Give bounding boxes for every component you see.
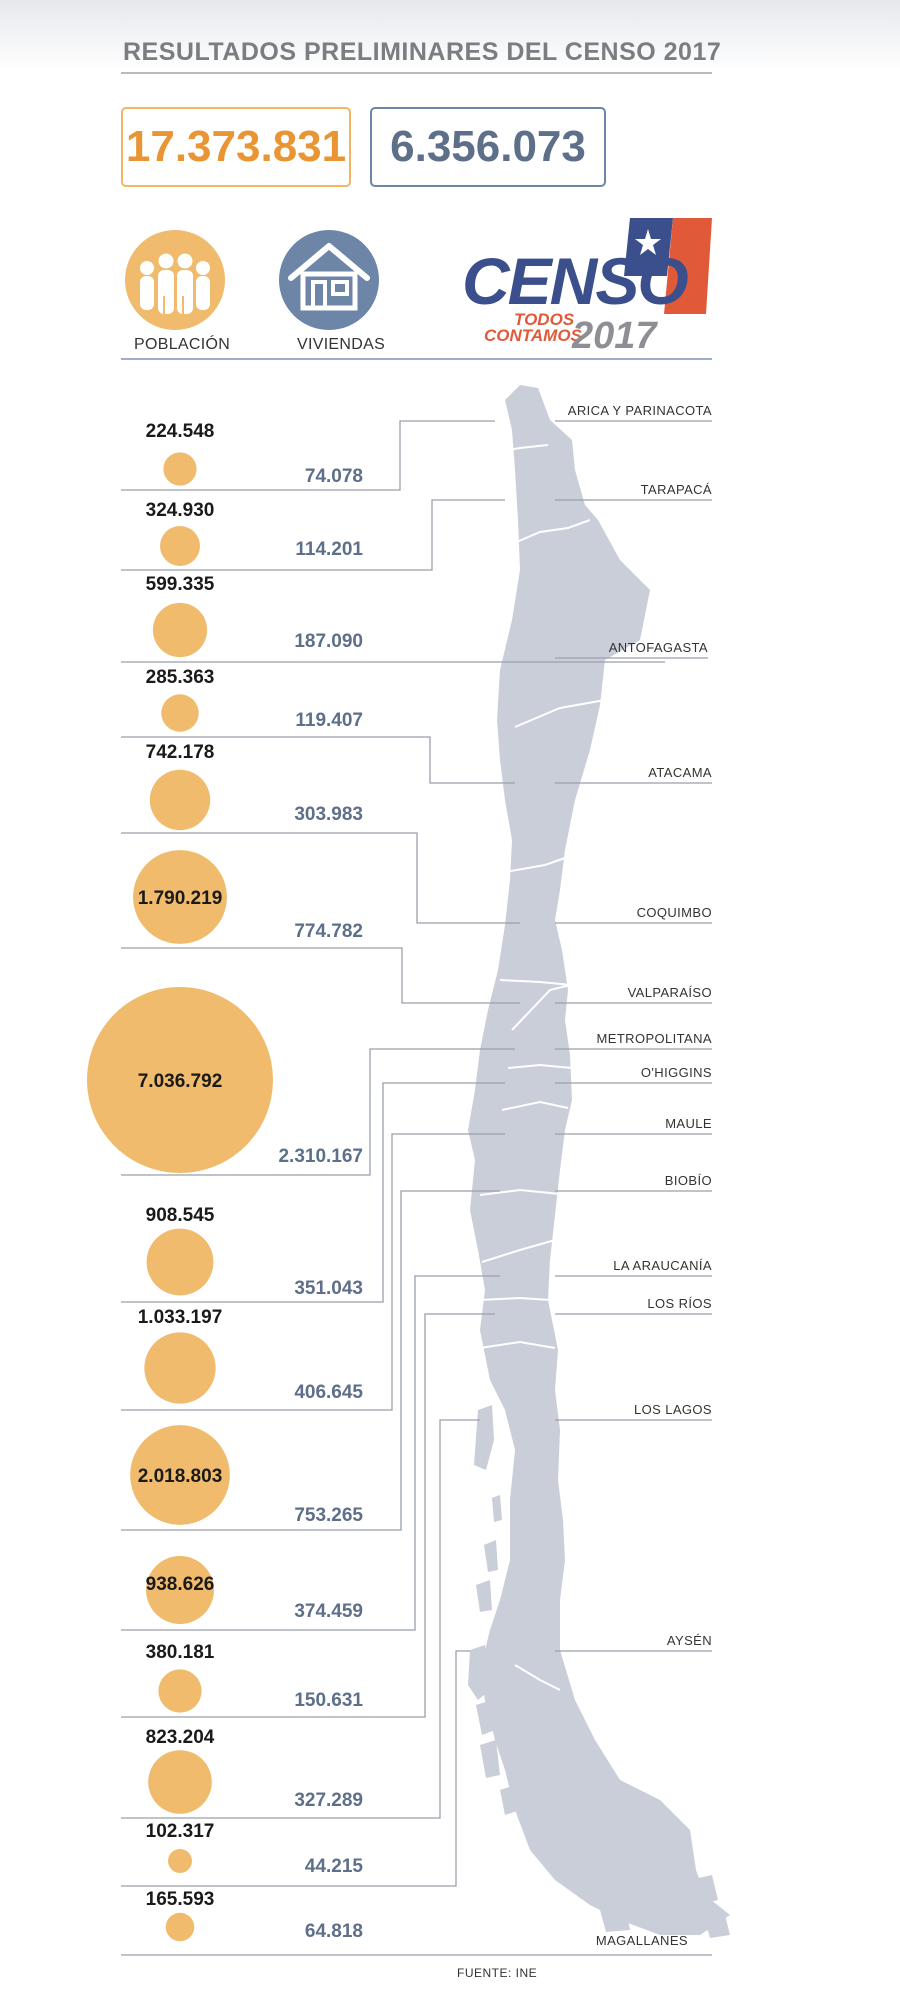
- viviendas-value: 374.459: [294, 1601, 363, 1622]
- population-bubble: [165, 1912, 195, 1942]
- censo-2017-logo: CENSO TODOS CONTAMOS 2017: [462, 214, 714, 357]
- region-name: METROPOLITANA: [597, 1031, 712, 1046]
- page-title: RESULTADOS PRELIMINARES DEL CENSO 2017: [123, 38, 722, 66]
- population-bubble: [144, 1332, 216, 1404]
- region-name: TARAPACÁ: [641, 482, 712, 497]
- leader-line: [121, 499, 505, 571]
- viviendas-value: 2.310.167: [278, 1146, 363, 1167]
- region-name: ATACAMA: [648, 765, 712, 780]
- region-name: AYSÉN: [667, 1633, 712, 1648]
- region-name: VALPARAÍSO: [628, 985, 712, 1000]
- population-bubble: [87, 987, 273, 1173]
- population-bubble: [161, 694, 199, 732]
- viviendas-value: 64.818: [305, 1921, 363, 1942]
- region-name: BIOBÍO: [665, 1173, 712, 1188]
- chile-flag-icon: [624, 218, 712, 314]
- leader-line: [121, 736, 515, 784]
- region-labels: ARICA Y PARINACOTA TARAPACÁ ANTOFAGASTA ATA…: [568, 403, 712, 1948]
- leader-line: [121, 1190, 500, 1531]
- population-value: 224.548: [146, 421, 215, 442]
- svg-text:2017: 2017: [571, 315, 658, 354]
- total-viviendas-box: 6.356.073: [370, 107, 606, 187]
- viviendas-value: 327.289: [294, 1790, 363, 1811]
- leader-line: [121, 832, 520, 924]
- leader-line: [121, 1133, 505, 1411]
- population-bubble: [168, 1849, 192, 1873]
- population-value: 102.317: [146, 1821, 215, 1842]
- total-poblacion-box: 17.373.831: [121, 107, 351, 187]
- population-value: 908.545: [146, 1205, 215, 1226]
- population-bubble: [146, 1228, 214, 1296]
- region-name: LA ARAUCANÍA: [613, 1258, 712, 1273]
- population-value: 380.181: [146, 1642, 215, 1663]
- viviendas-label: VIVIENDAS: [297, 336, 386, 353]
- viviendas-value: 351.043: [294, 1278, 363, 1299]
- header-background: [0, 0, 900, 72]
- header-divider: [121, 358, 712, 360]
- population-bubble: [163, 452, 197, 486]
- population-value: 742.178: [146, 742, 215, 763]
- svg-text:TODOS: TODOS: [514, 310, 575, 329]
- svg-text:CENSO: CENSO: [462, 244, 688, 318]
- poblacion-label: POBLACIÓN: [134, 336, 231, 353]
- value-labels: 224.548 74.078 324.930 114.201 599.335 187.09…: [138, 421, 364, 1942]
- population-bubbles: [87, 452, 273, 1942]
- population-value: 2.018.803: [138, 1466, 223, 1487]
- population-value: 1.790.219: [138, 888, 223, 909]
- population-bubble: [160, 526, 200, 566]
- population-value: 938.626: [146, 1574, 215, 1595]
- svg-text:CONTAMOS: CONTAMOS: [484, 326, 583, 345]
- leader-line: [121, 420, 495, 491]
- population-bubble: [158, 1669, 202, 1713]
- population-bubble: [133, 850, 227, 944]
- leader-line: [121, 1419, 480, 1819]
- population-value: 599.335: [146, 574, 215, 595]
- region-name: O'HIGGINS: [641, 1065, 712, 1080]
- population-bubble: [149, 769, 211, 831]
- census-chart: 224.548 74.078 324.930 114.201 599.335 187.09…: [87, 385, 730, 1956]
- viviendas-value: 406.645: [294, 1382, 363, 1403]
- region-name: COQUIMBO: [637, 905, 712, 920]
- region-name: MAULE: [665, 1116, 712, 1131]
- viviendas-value: 150.631: [294, 1690, 363, 1711]
- viviendas-value: 753.265: [294, 1505, 363, 1526]
- population-value: 1.033.197: [138, 1307, 223, 1328]
- leader-line: [121, 1313, 495, 1718]
- viviendas-value: 187.090: [294, 631, 363, 652]
- leader-line: [121, 1650, 470, 1887]
- region-name: ANTOFAGASTA: [609, 640, 708, 655]
- region-name: LOS LAGOS: [634, 1402, 712, 1417]
- population-value: 7.036.792: [138, 1071, 223, 1092]
- people-group-icon: [125, 230, 225, 330]
- house-icon: [279, 230, 379, 330]
- leader-line: [121, 1048, 515, 1176]
- region-name: LOS RÍOS: [647, 1296, 712, 1311]
- viviendas-value: 114.201: [295, 539, 363, 560]
- viviendas-value: 774.782: [294, 921, 363, 942]
- title-underline: [121, 72, 712, 74]
- leader-line: [121, 1275, 500, 1631]
- population-bubble: [146, 1556, 214, 1624]
- chile-map: [468, 385, 730, 1938]
- population-bubble: [152, 602, 208, 658]
- viviendas-value: 44.215: [305, 1856, 364, 1877]
- leader-line: [121, 947, 520, 1004]
- viviendas-value: 74.078: [305, 466, 363, 487]
- leader-line: [121, 1082, 505, 1303]
- leader-lines: [121, 420, 712, 1956]
- viviendas-value: 119.407: [295, 710, 363, 731]
- population-bubble: [148, 1750, 212, 1814]
- population-bubble: [130, 1425, 230, 1525]
- population-value: 823.204: [146, 1727, 215, 1748]
- population-value: 324.930: [146, 500, 215, 521]
- source-note: FUENTE: INE: [457, 1966, 538, 1980]
- region-name: ARICA Y PARINACOTA: [568, 403, 712, 418]
- region-name: MAGALLANES: [596, 1933, 688, 1948]
- population-value: 285.363: [146, 667, 215, 688]
- population-value: 165.593: [146, 1889, 215, 1910]
- viviendas-value: 303.983: [294, 804, 363, 825]
